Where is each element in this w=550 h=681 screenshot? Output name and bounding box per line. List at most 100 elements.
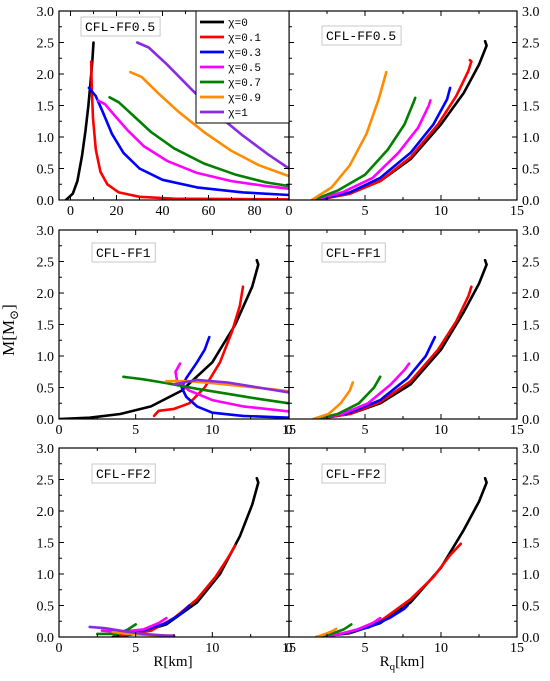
x-tick-label: 15 (510, 641, 524, 656)
series-group (59, 258, 289, 419)
x-axis-label-right-close: [km] (395, 654, 424, 670)
x-tick-label: 5 (362, 204, 369, 219)
y-tick-label: 2.0 (522, 287, 540, 302)
series-line-4 (315, 375, 382, 419)
y-tick-label: 0.5 (37, 163, 55, 178)
panel-tag: CFL-FF1 (91, 242, 156, 263)
x-tick-label: 15 (282, 423, 296, 438)
y-tick-label: 3.0 (37, 442, 55, 457)
x-tick-label: 0 (286, 641, 293, 656)
series-line-1 (315, 58, 473, 200)
x-axis-label-left: R[km] (153, 654, 192, 670)
y-tick-label: 1.0 (37, 350, 55, 365)
x-tick-label: 10 (434, 204, 448, 219)
panel-bottom-right: 0 5 10 150.0 0.5 1.0 1.5 2.0 2.5 3.0 CFL-FF2 (286, 442, 540, 656)
x-tick-label: 10 (434, 641, 448, 656)
panel-tag-text: CFL-FF2 (96, 467, 151, 482)
y-tick-label: 3.0 (522, 442, 540, 457)
series-line-1 (152, 285, 245, 418)
y-tick-label: 2.0 (37, 287, 55, 302)
y-tick-label: 0.5 (522, 600, 540, 615)
x-tick-label: 0 (56, 423, 63, 438)
y-tick-label: 2.0 (37, 505, 55, 520)
y-axis-label-sub: ⊙ (7, 310, 21, 320)
x-tick-label: 0 (56, 641, 63, 656)
panel-tag: CFL-FF0.5 (80, 16, 161, 37)
y-tick-label: 0.5 (522, 382, 540, 397)
series-line-0 (59, 258, 260, 419)
panel-tag-text: CFL-FF1 (96, 246, 151, 261)
x-axis-label-right-sub: q (390, 661, 396, 673)
y-tick-label: 2.5 (37, 256, 55, 271)
series-line-5 (310, 70, 388, 200)
panel-tag-box (80, 16, 161, 37)
panel-bottom-left: 0 5 10 15 0.0 0.5 1.0 1.5 2.0 2.5 3.0 CFL-FF2 (37, 442, 297, 656)
series-line-3 (312, 99, 432, 200)
legend-entry: χ=0.1 (228, 33, 261, 45)
series-line-1 (119, 544, 237, 637)
series-line-0 (111, 476, 260, 637)
y-axis-label: M[M⊙] (0, 304, 21, 356)
series-line-4 (122, 375, 289, 405)
y-tick-label: 1.0 (522, 131, 540, 146)
y-tick-label: 0.5 (37, 382, 55, 397)
series-group (88, 476, 260, 637)
x-tick-label: 5 (132, 423, 139, 438)
y-tick-label: 3.0 (522, 224, 540, 239)
x-tick-label: 15 (510, 204, 524, 219)
series-line-0 (64, 41, 95, 200)
y-tick-label: 2.5 (37, 474, 55, 489)
y-tick-label: 2.5 (522, 37, 540, 52)
panel-tag-text: CFL-FF0.5 (326, 29, 396, 44)
series-line-0 (315, 258, 488, 419)
y-tick-label: 1.5 (522, 537, 540, 552)
series-group (64, 41, 289, 200)
series-line-5 (315, 627, 338, 637)
y-tick-label: 0.0 (37, 413, 55, 428)
y-tick-label: 1.0 (522, 350, 540, 365)
series-line-5 (129, 70, 289, 178)
y-tick-label: 1.5 (37, 537, 55, 552)
series-line-0 (315, 476, 488, 637)
y-tick-label: 1.5 (522, 100, 540, 115)
y-tick-label: 1.5 (37, 100, 55, 115)
x-axis-label-right-main: R (380, 654, 390, 670)
y-tick-label: 0.0 (37, 631, 55, 646)
y-tick-label: 3.0 (522, 5, 540, 20)
x-axis-label-right: Rq[km] (380, 654, 425, 673)
y-tick-label: 2.0 (522, 68, 540, 83)
series-line-5 (312, 381, 355, 419)
series-line-2 (87, 86, 289, 197)
y-tick-label: 3.0 (37, 5, 55, 20)
series-line-3 (96, 99, 289, 190)
panel-tag-text: CFL-FF1 (326, 246, 381, 261)
x-tick-label: 80 (248, 204, 262, 219)
legend: χ=0 χ=0.1 χ=0.3 χ=0.5 χ=0.7 χ=0.9 χ=1 (195, 10, 290, 124)
y-tick-label: 2.5 (522, 256, 540, 271)
legend-entry: χ=0.3 (228, 48, 261, 60)
panel-tag: CFL-FF2 (91, 463, 156, 484)
y-tick-label: 1.0 (522, 568, 540, 583)
series-group (312, 258, 488, 419)
panel-tag-box (321, 242, 386, 263)
panel-tag-box (321, 463, 386, 484)
legend-entry: χ=0.5 (228, 63, 261, 75)
y-axis-label-close: ] (0, 304, 18, 310)
series-line-6 (172, 378, 289, 394)
legend-entry: χ=0.7 (228, 78, 261, 90)
panel-middle-right: 0 5 10 150.0 0.5 1.0 1.5 2.0 2.5 3.0 CFL-FF1 (286, 224, 540, 438)
panel-tag-text: CFL-FF2 (326, 467, 381, 482)
y-tick-label: 0.5 (522, 163, 540, 178)
x-tick-label: 15 (282, 641, 296, 656)
y-tick-label: 0.5 (37, 600, 55, 615)
x-tick-label: 5 (362, 641, 369, 656)
legend-entry: χ=0 (228, 18, 248, 30)
y-tick-label: 2.5 (522, 474, 540, 489)
x-tick-label: 0 (286, 423, 293, 438)
x-tick-label: 40 (156, 204, 170, 219)
series-line-2 (180, 335, 289, 419)
x-tick-label: 5 (362, 423, 369, 438)
series-line-3 (174, 362, 289, 413)
y-tick-label: 0.0 (37, 194, 55, 209)
